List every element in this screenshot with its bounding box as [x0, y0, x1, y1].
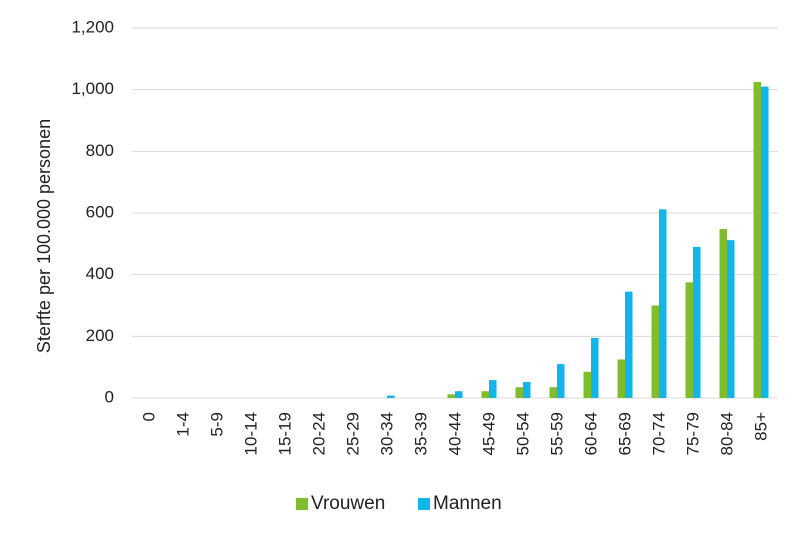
legend-label-vrouwen: Vrouwen: [311, 493, 385, 514]
bar-mannen-45-49: [489, 380, 497, 398]
x-tick-label: 25-29: [343, 412, 362, 455]
y-tick-label: 600: [86, 202, 114, 221]
bar-vrouwen-55-59: [549, 387, 557, 398]
gridlines: [132, 27, 778, 399]
legend-label-mannen: Mannen: [433, 493, 502, 514]
bar-vrouwen-60-64: [583, 371, 591, 398]
legend-swatch-mannen: [418, 498, 430, 510]
bar-mannen-85+: [761, 86, 769, 398]
bar-vrouwen-75-79: [685, 282, 693, 398]
x-tick-label: 80-84: [717, 412, 736, 455]
x-tick-label: 40-44: [445, 412, 464, 455]
bar-mannen-60-64: [591, 337, 599, 398]
x-tick-label: 50-54: [513, 412, 532, 455]
x-tick-label: 75-79: [683, 412, 702, 455]
legend: Vrouwen Mannen: [296, 493, 502, 514]
bar-mannen-40-44: [455, 391, 463, 398]
bar-vrouwen-80-84: [719, 229, 727, 398]
bar-mannen-30-34: [387, 395, 395, 398]
bar-vrouwen-40-44: [447, 394, 455, 398]
x-tick-label: 45-49: [479, 412, 498, 455]
bar-vrouwen-45-49: [481, 391, 489, 398]
x-tick-label: 20-24: [309, 412, 328, 455]
bar-mannen-55-59: [557, 364, 565, 398]
x-tick-label: 65-69: [615, 412, 634, 455]
x-axis-ticks: 0 1-4 5-9 10-14 15-19 20-24 25-29 30-34 35-39 40-…: [139, 412, 770, 456]
x-tick-label: 10-14: [241, 412, 260, 455]
bar-mannen-75-79: [693, 246, 701, 398]
x-tick-label: 0: [139, 412, 158, 421]
x-tick-label: 85+: [751, 412, 770, 441]
bar-vrouwen-65-69: [617, 359, 625, 398]
x-tick-label: 55-59: [547, 412, 566, 455]
x-tick-label: 70-74: [649, 412, 668, 455]
y-tick-label: 1,200: [71, 17, 114, 36]
y-axis-ticks: 0 200 400 600 800 1,000 1,200: [71, 17, 114, 406]
bar-mannen-50-54: [523, 381, 531, 398]
y-tick-label: 800: [86, 141, 114, 160]
bar-vrouwen-70-74: [651, 305, 659, 398]
x-tick-label: 15-19: [275, 412, 294, 455]
bar-mannen-80-84: [727, 240, 735, 398]
y-tick-label: 0: [105, 387, 114, 406]
x-tick-label: 1-4: [173, 412, 192, 437]
y-tick-label: 200: [86, 326, 114, 345]
x-tick-label: 30-34: [377, 412, 396, 455]
bar-mannen-70-74: [659, 209, 667, 398]
bar-vrouwen-50-54: [515, 387, 523, 398]
legend-swatch-vrouwen: [296, 498, 308, 510]
bar-mannen-65-69: [625, 291, 633, 398]
x-tick-label: 35-39: [411, 412, 430, 455]
bars: [387, 81, 769, 398]
x-tick-label: 60-64: [581, 412, 600, 455]
y-tick-label: 1,000: [71, 79, 114, 98]
y-tick-label: 400: [86, 264, 114, 283]
x-tick-label: 5-9: [207, 412, 226, 437]
y-axis-title: Sterfte per 100.000 personen: [34, 119, 54, 353]
bar-vrouwen-85+: [753, 81, 761, 398]
